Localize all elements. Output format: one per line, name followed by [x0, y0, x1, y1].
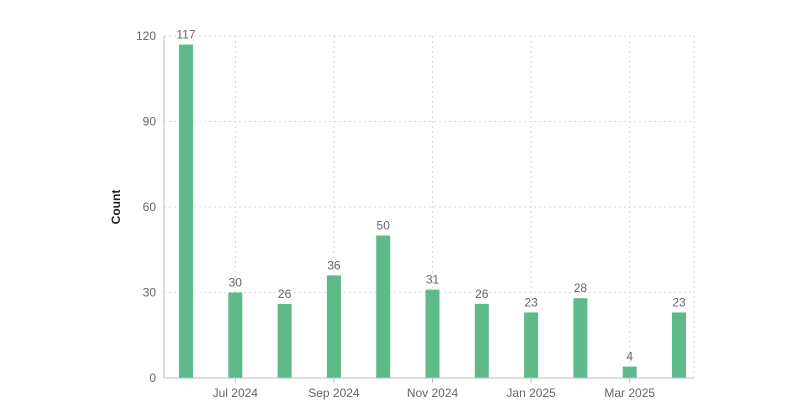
x-tick-label: Nov 2024: [407, 386, 459, 400]
bar-value-label: 4: [626, 350, 633, 364]
bar: [179, 44, 193, 379]
bar-value-label: 31: [426, 273, 440, 287]
bar-value-label: 30: [229, 276, 243, 290]
bar-value-label: 117: [176, 28, 195, 42]
bar: [573, 298, 588, 378]
bar: [672, 312, 686, 378]
y-axis-ticks: 0 30 60 90 120: [136, 29, 156, 385]
bar-value-label: 23: [672, 295, 686, 309]
bars: [179, 44, 686, 379]
bar-value-label: 36: [327, 258, 341, 272]
y-tick-label: 60: [143, 200, 157, 214]
bar: [425, 289, 440, 378]
bar: [524, 312, 539, 378]
x-tick-label: Mar 2025: [604, 386, 655, 400]
bar-value-label: 26: [278, 287, 292, 301]
bar-value-label: 50: [377, 219, 391, 233]
bar: [376, 235, 391, 378]
bar: [622, 366, 637, 378]
bar-value-label: 28: [574, 281, 588, 295]
y-tick-label: 0: [149, 371, 156, 385]
y-tick-label: 120: [136, 29, 156, 43]
y-axis-title: Count: [109, 190, 123, 225]
bar: [277, 303, 292, 378]
x-tick-label: Jan 2025: [506, 386, 556, 400]
x-axis-ticks: Jul 2024 Sep 2024 Nov 2024 Jan 2025 Mar 2025: [213, 378, 655, 400]
y-tick-label: 90: [143, 115, 157, 129]
bar: [474, 303, 489, 378]
y-tick-label: 30: [143, 286, 157, 300]
bar: [228, 292, 243, 378]
bar-value-label: 23: [524, 295, 538, 309]
x-tick-label: Sep 2024: [308, 386, 360, 400]
bar-value-label: 26: [475, 287, 489, 301]
bar: [326, 275, 341, 378]
x-tick-label: Jul 2024: [213, 386, 259, 400]
data-labels: 117 30 26 36 50 31 26 23 28 4 23: [176, 28, 686, 364]
